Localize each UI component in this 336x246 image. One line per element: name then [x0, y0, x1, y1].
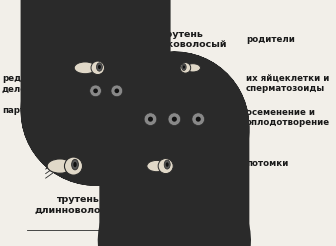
Circle shape — [180, 62, 191, 73]
Ellipse shape — [60, 149, 71, 153]
Ellipse shape — [73, 162, 77, 167]
Circle shape — [196, 117, 201, 122]
Ellipse shape — [163, 103, 186, 135]
Text: матка
длинноволосая: матка длинноволосая — [44, 30, 129, 49]
Ellipse shape — [139, 103, 162, 135]
Ellipse shape — [166, 162, 169, 167]
Ellipse shape — [72, 159, 78, 170]
Ellipse shape — [96, 63, 102, 71]
Text: их яйцеклетки и
сперматозоиды: их яйцеклетки и сперматозоиды — [246, 74, 329, 93]
Circle shape — [91, 61, 104, 75]
Circle shape — [65, 157, 83, 175]
Ellipse shape — [47, 159, 73, 173]
Text: партеногенез: партеногенез — [2, 106, 70, 115]
Text: трутень
коротковолосый: трутень коротковолосый — [136, 30, 227, 49]
Ellipse shape — [187, 60, 199, 64]
Ellipse shape — [54, 153, 71, 158]
Ellipse shape — [106, 76, 127, 106]
Ellipse shape — [182, 64, 186, 70]
Ellipse shape — [98, 65, 101, 69]
Ellipse shape — [147, 160, 166, 172]
Ellipse shape — [85, 53, 96, 56]
Ellipse shape — [188, 58, 196, 60]
Ellipse shape — [153, 154, 162, 157]
Text: редукционное
деление: редукционное деление — [2, 74, 75, 93]
Circle shape — [148, 117, 153, 122]
Circle shape — [111, 85, 123, 97]
Ellipse shape — [85, 76, 106, 106]
Circle shape — [144, 113, 157, 125]
Circle shape — [172, 117, 177, 122]
Ellipse shape — [150, 156, 163, 161]
Ellipse shape — [80, 56, 97, 61]
Ellipse shape — [183, 65, 185, 69]
Circle shape — [93, 89, 98, 93]
Circle shape — [188, 85, 201, 97]
Circle shape — [158, 159, 173, 174]
Ellipse shape — [164, 160, 170, 169]
Ellipse shape — [187, 103, 210, 135]
Text: трутень
длинноволосый: трутень длинноволосый — [34, 195, 122, 215]
Circle shape — [192, 113, 205, 125]
Circle shape — [115, 89, 119, 93]
Text: самка
промежуточная: самка промежуточная — [129, 195, 216, 215]
Text: потомки: потомки — [246, 159, 288, 168]
Circle shape — [168, 113, 181, 125]
Ellipse shape — [74, 62, 96, 74]
Text: осеменение и
оплодотворение: осеменение и оплодотворение — [246, 108, 330, 127]
Ellipse shape — [185, 64, 201, 72]
Circle shape — [90, 85, 101, 97]
Text: родители: родители — [246, 35, 295, 44]
